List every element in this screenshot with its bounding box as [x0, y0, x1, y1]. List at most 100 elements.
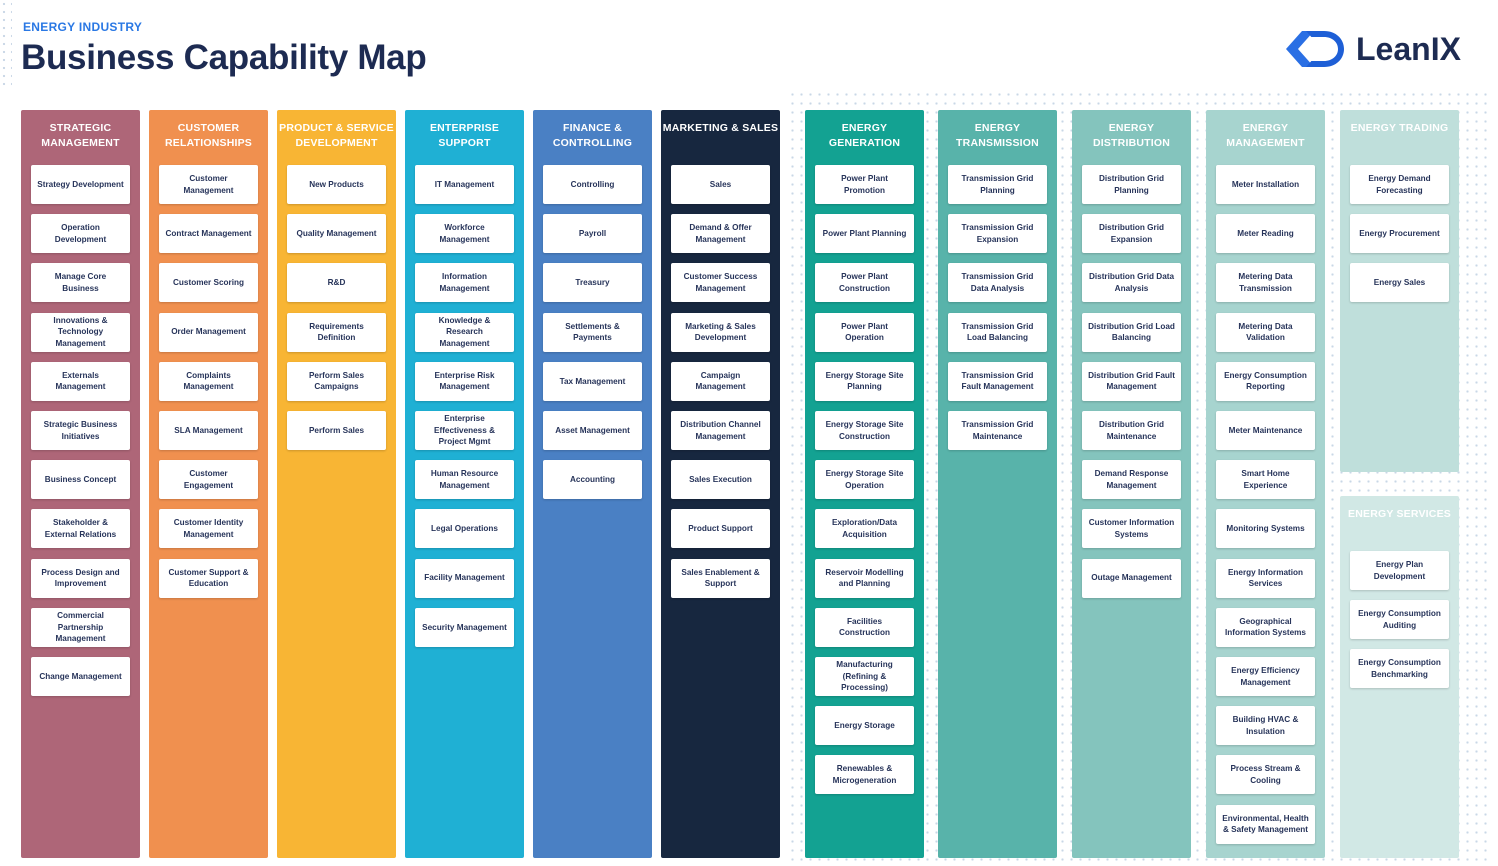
capability-card: Smart Home Experience — [1216, 460, 1315, 500]
capability-card: Environmental, Health & Safety Managemen… — [1216, 804, 1315, 844]
capability-card: Power Plant Promotion — [815, 165, 914, 204]
capability-card: Change Management — [31, 657, 130, 696]
dot-pattern-left — [0, 0, 12, 90]
capability-card: Transmission Grid Data Analysis — [948, 263, 1047, 303]
column-energy-transmission: ENERGY TRANSMISSION Transmission Grid Pl… — [938, 110, 1057, 858]
capability-card: Distribution Channel Management — [671, 411, 770, 450]
column-energy-services: ENERGY SERVICES Energy Plan Development E… — [1340, 496, 1459, 858]
capability-card: Strategic Business Initiatives — [31, 411, 130, 450]
capability-card: Perform Sales Campaigns — [287, 361, 386, 401]
capability-card: Product Support — [671, 509, 770, 549]
column-title: ENERGY DISTRIBUTION — [1092, 122, 1171, 149]
capability-card: Energy Consumption Reporting — [1216, 361, 1315, 401]
capability-card: Customer Identity Management — [159, 509, 258, 549]
capability-card: Customer Support & Education — [159, 558, 258, 598]
capability-card: Meter Installation — [1216, 165, 1315, 204]
capability-card: Contract Management — [159, 214, 258, 254]
capability-card: Controlling — [543, 165, 642, 204]
leanix-logo: LeanIX — [1284, 26, 1461, 72]
capability-card: Innovations & Technology Management — [31, 312, 130, 352]
column-title: FINANCE & CONTROLLING — [552, 122, 633, 149]
capability-card: Transmission Grid Expansion — [948, 214, 1047, 254]
column-energy-trading: ENERGY TRADING Energy Demand Forecasting… — [1340, 110, 1459, 472]
capability-card: Legal Operations — [415, 509, 514, 549]
capability-card: Energy Consumption Auditing — [1350, 600, 1449, 640]
capability-card: Demand Response Management — [1082, 460, 1181, 500]
column-title: PRODUCT & SERVICE DEVELOPMENT — [279, 122, 394, 149]
capability-card: Customer Management — [159, 165, 258, 204]
capability-card: Tax Management — [543, 361, 642, 401]
capability-card: Power Plant Construction — [815, 263, 914, 303]
capability-card: Commercial Partnership Management — [31, 607, 130, 647]
capability-card: Building HVAC & Insulation — [1216, 706, 1315, 746]
capability-card: Enterprise Risk Management — [415, 361, 514, 401]
capability-card: SLA Management — [159, 411, 258, 450]
capability-card: Customer Scoring — [159, 263, 258, 303]
capability-card: Power Plant Planning — [815, 214, 914, 254]
capability-card: Energy Demand Forecasting — [1350, 165, 1449, 204]
page-title: Business Capability Map — [21, 38, 427, 77]
column-title: STRATEGIC MANAGEMENT — [41, 122, 120, 149]
capability-card: Metering Data Transmission — [1216, 263, 1315, 303]
capability-card: Knowledge & Research Management — [415, 312, 514, 352]
column-title: ENERGY TRADING — [1350, 122, 1449, 134]
leanix-logo-icon — [1286, 31, 1344, 67]
capability-card: Security Management — [415, 607, 514, 647]
capability-card: Energy Storage Site Operation — [815, 460, 914, 500]
capability-card: Sales Execution — [671, 460, 770, 500]
capability-card: Customer Information Systems — [1082, 509, 1181, 549]
capability-card: Sales Enablement & Support — [671, 558, 770, 598]
column-title: CUSTOMER RELATIONSHIPS — [165, 122, 252, 149]
capability-card: Distribution Grid Load Balancing — [1082, 312, 1181, 352]
capability-card: Demand & Offer Management — [671, 214, 770, 254]
capability-card: Treasury — [543, 263, 642, 303]
capability-card: Strategy Development — [31, 165, 130, 204]
capability-card: Distribution Grid Maintenance — [1082, 411, 1181, 450]
capability-card: Operation Development — [31, 214, 130, 254]
capability-card: Transmission Grid Fault Management — [948, 361, 1047, 401]
capability-card: Meter Maintenance — [1216, 411, 1315, 450]
capability-card: Asset Management — [543, 411, 642, 450]
capability-card: R&D — [287, 263, 386, 303]
column-energy-generation: ENERGY GENERATION Power Plant Promotion P… — [805, 110, 924, 858]
logo-text: LeanIX — [1356, 30, 1461, 67]
capability-card: Energy Storage Site Construction — [815, 411, 914, 450]
capability-card: Marketing & Sales Development — [671, 312, 770, 352]
column-strategic-management: STRATEGIC MANAGEMENT Strategy Developmen… — [21, 110, 140, 858]
capability-card: Energy Information Services — [1216, 558, 1315, 598]
capability-card: New Products — [287, 165, 386, 204]
column-marketing-sales: MARKETING & SALES Sales Demand & Offer Ma… — [661, 110, 780, 858]
capability-card: Customer Success Management — [671, 263, 770, 303]
capability-card: Metering Data Validation — [1216, 312, 1315, 352]
capability-card: Energy Consumption Benchmarking — [1350, 649, 1449, 689]
capability-card: Transmission Grid Maintenance — [948, 411, 1047, 450]
capability-card: Facilities Construction — [815, 607, 914, 647]
capability-card: Information Management — [415, 263, 514, 303]
capability-card: Exploration/Data Acquisition — [815, 509, 914, 549]
capability-card: Meter Reading — [1216, 214, 1315, 254]
capability-card: Externals Management — [31, 361, 130, 401]
column-customer-relationships: CUSTOMER RELATIONSHIPS Customer Manageme… — [149, 110, 268, 858]
capability-card: Process Stream & Cooling — [1216, 755, 1315, 795]
capability-card: Distribution Grid Planning — [1082, 165, 1181, 204]
column-energy-distribution: ENERGY DISTRIBUTION Distribution Grid Pl… — [1072, 110, 1191, 858]
capability-card: Quality Management — [287, 214, 386, 254]
column-title: MARKETING & SALES — [662, 122, 779, 134]
capability-card: Energy Procurement — [1350, 214, 1449, 254]
capability-card: Transmission Grid Planning — [948, 165, 1047, 204]
capability-card: Energy Sales — [1350, 263, 1449, 303]
capability-card: Facility Management — [415, 558, 514, 598]
capability-card: Order Management — [159, 312, 258, 352]
capability-card: Human Resource Management — [415, 460, 514, 500]
capability-card: Process Design and Improvement — [31, 558, 130, 598]
capability-card: Energy Plan Development — [1350, 551, 1449, 590]
capability-card: Sales — [671, 165, 770, 204]
capability-card: Business Concept — [31, 460, 130, 500]
capability-card: Geographical Information Systems — [1216, 607, 1315, 647]
capability-card: Energy Efficiency Management — [1216, 657, 1315, 696]
column-title: ENERGY SERVICES — [1348, 508, 1451, 520]
capability-card: Payroll — [543, 214, 642, 254]
capability-card: Energy Storage Site Planning — [815, 361, 914, 401]
capability-card: Energy Storage — [815, 706, 914, 746]
capability-card: Monitoring Systems — [1216, 509, 1315, 549]
